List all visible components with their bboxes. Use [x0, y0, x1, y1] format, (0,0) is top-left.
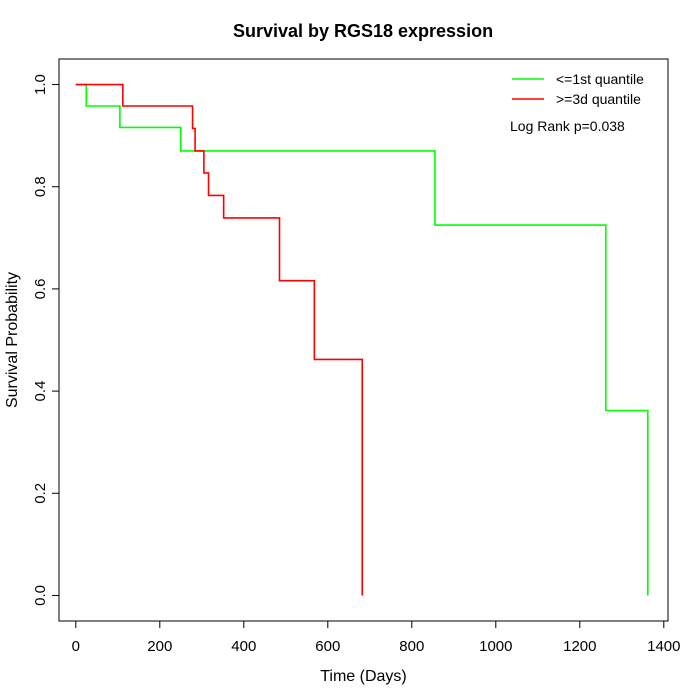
survival-curve-2 — [75, 83, 364, 596]
y-tick-label: 0.4 — [32, 381, 49, 402]
log-rank-annotation: Log Rank p=0.038 — [510, 118, 625, 134]
y-tick-label: 0.8 — [32, 176, 49, 197]
y-tick-label: 0.2 — [32, 483, 49, 504]
y-tick-label: 1.0 — [32, 74, 49, 95]
legend: <=1st quantile >=3d quantile — [512, 71, 644, 107]
y-axis: 0.0 0.2 0.4 0.6 0.8 1.0 — [32, 74, 60, 606]
x-tick-label: 400 — [231, 638, 256, 655]
chart-title: Survival by RGS18 expression — [233, 21, 493, 41]
x-tick-label: 200 — [147, 638, 172, 655]
x-tick-label: 800 — [399, 638, 424, 655]
survival-curve-1 — [75, 83, 649, 596]
x-tick-label: 1400 — [647, 638, 680, 655]
legend-label: <=1st quantile — [556, 71, 644, 87]
x-axis-label: Time (Days) — [320, 668, 407, 685]
x-axis: 0 200 400 600 800 1000 1200 1400 — [72, 620, 680, 655]
x-tick-label: 1200 — [563, 638, 596, 655]
x-tick-label: 0 — [72, 638, 80, 655]
series-layer — [75, 83, 649, 596]
legend-label: >=3d quantile — [556, 91, 641, 107]
y-axis-label: Survival Probability — [4, 272, 21, 408]
x-tick-label: 600 — [315, 638, 340, 655]
x-tick-label: 1000 — [479, 638, 512, 655]
y-tick-label: 0.0 — [32, 585, 49, 606]
plot-frame — [58, 58, 669, 622]
y-tick-label: 0.6 — [32, 278, 49, 299]
